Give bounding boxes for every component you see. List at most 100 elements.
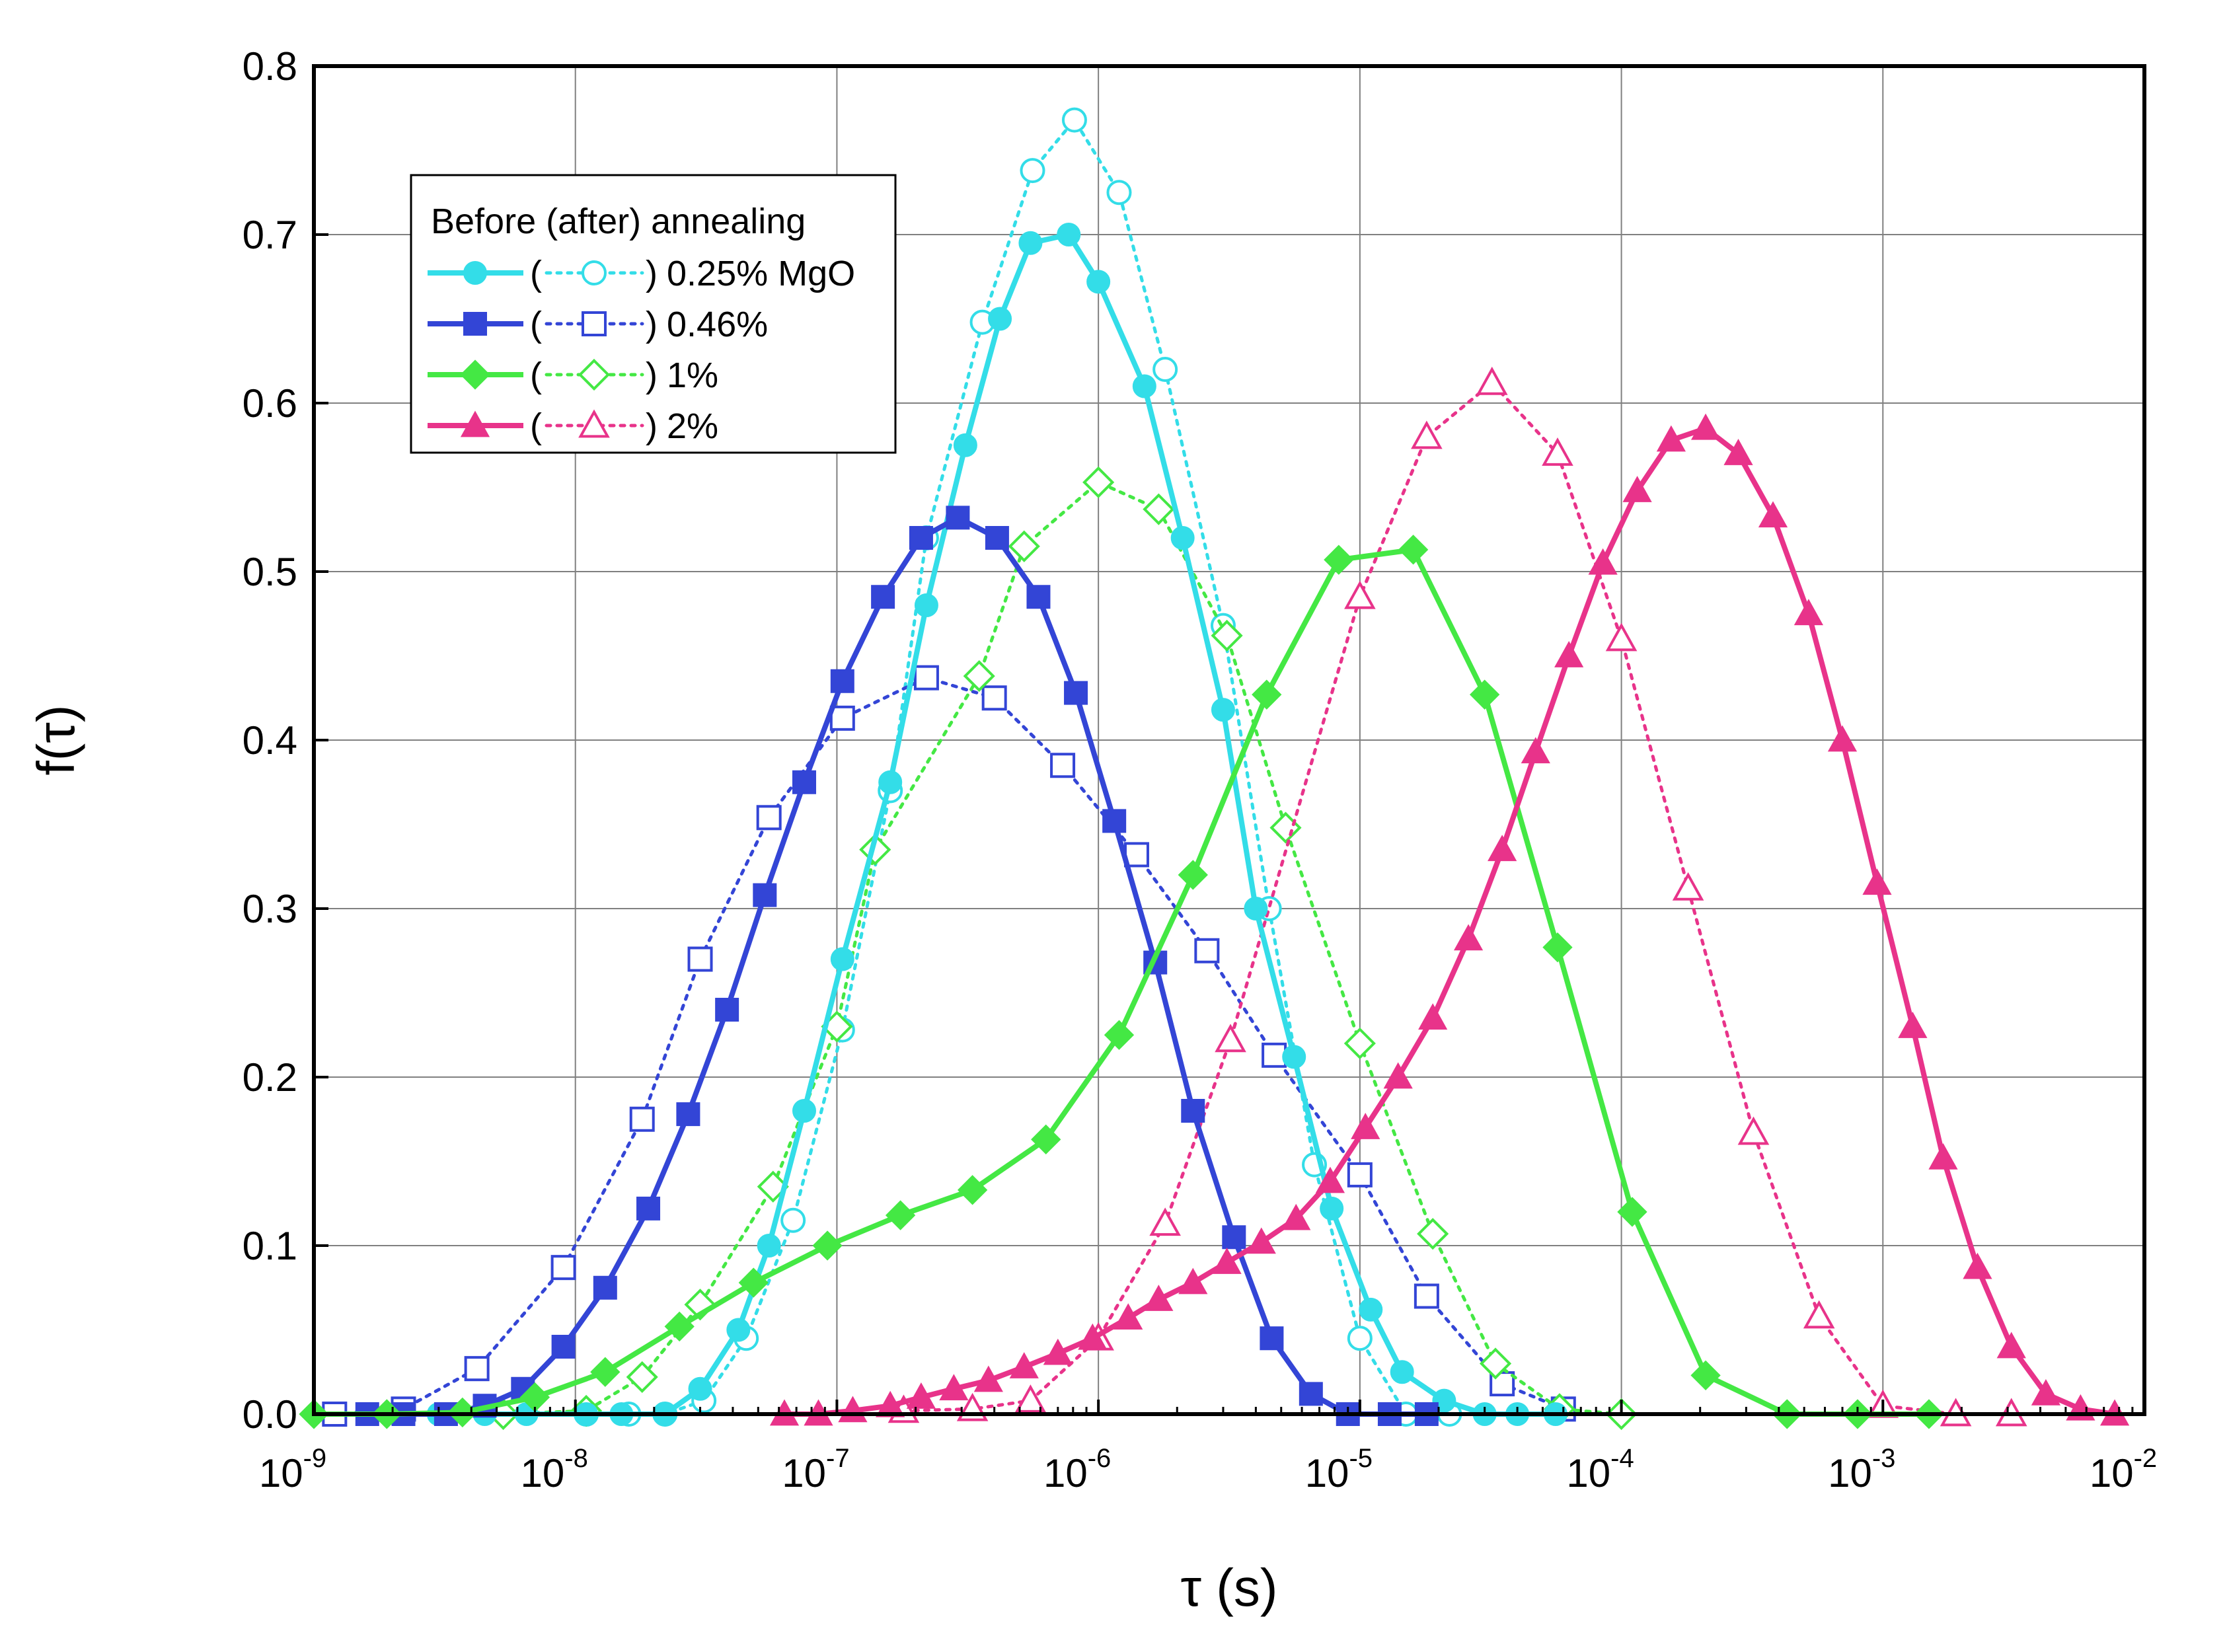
y-tick-label: 0.6 <box>243 381 297 426</box>
legend-paren-open: ( <box>530 406 542 446</box>
legend-marker-before <box>463 312 487 336</box>
data-point <box>753 883 777 907</box>
x-tick-exponent: -7 <box>826 1444 850 1473</box>
series-4 <box>299 535 1944 1429</box>
legend-title: Before (after) annealing <box>431 202 806 241</box>
y-tick-label: 0.3 <box>243 887 297 931</box>
data-point <box>1212 1248 1242 1274</box>
data-point <box>1418 1003 1448 1030</box>
x-tick-base: 10 <box>259 1451 303 1495</box>
x-tick-label: 10-5 <box>1305 1444 1373 1495</box>
data-point <box>1008 530 1040 562</box>
data-point <box>1617 1197 1647 1227</box>
y-axis-title: f(τ) <box>26 704 85 775</box>
y-tick-label: 0.5 <box>243 550 297 594</box>
legend-marker-before <box>460 359 490 390</box>
data-point <box>946 506 970 530</box>
legend-paren-close: ) <box>646 254 658 293</box>
data-point <box>1106 180 1132 206</box>
legend-label: 0.46% <box>667 305 768 344</box>
legend-paren-close: ) <box>646 305 658 344</box>
legend-paren-close: ) <box>646 356 658 395</box>
data-point <box>1244 897 1268 920</box>
legend-label: 0.25% MgO <box>667 254 855 293</box>
data-point <box>1411 420 1443 449</box>
y-tick-label: 0.7 <box>243 213 297 257</box>
x-axis-title: τ (s) <box>1180 1558 1277 1617</box>
data-point <box>756 805 782 831</box>
series-line <box>782 425 2118 1417</box>
x-tick-exponent: -8 <box>564 1444 588 1473</box>
data-point <box>1963 1252 1992 1279</box>
data-point <box>1588 548 1618 575</box>
x-tick-exponent: -2 <box>2134 1444 2158 1473</box>
data-point <box>830 669 854 693</box>
data-point <box>1383 1062 1413 1089</box>
data-point <box>1152 357 1178 382</box>
data-point <box>1320 1196 1344 1220</box>
data-point <box>1521 737 1550 764</box>
data-point <box>757 1234 781 1258</box>
data-point <box>1324 544 1354 575</box>
data-point <box>1057 223 1081 246</box>
data-point <box>1398 535 1429 565</box>
data-point <box>2031 1378 2061 1406</box>
legend-marker-after <box>582 260 607 285</box>
data-point <box>878 770 903 794</box>
data-point <box>1672 872 1704 901</box>
axis-ticks <box>313 65 2146 1415</box>
data-point <box>688 1376 712 1401</box>
data-point <box>1359 1297 1383 1322</box>
x-tick-label: 10-6 <box>1043 1444 1111 1495</box>
legend-paren-open: ( <box>530 305 542 344</box>
legend-marker-before <box>460 410 490 437</box>
data-point <box>1453 924 1484 951</box>
data-point <box>871 585 895 609</box>
x-tick-label: 10-7 <box>782 1444 849 1495</box>
data-point <box>1347 1326 1373 1351</box>
data-point <box>1262 1042 1287 1068</box>
x-tick-label: 10-4 <box>1566 1444 1634 1495</box>
data-point <box>1050 753 1076 778</box>
x-tick-labels: 10-9 10-8 10-7 10-6 10-5 10-4 10-3 10-2 <box>259 1444 2157 1495</box>
data-point <box>1351 1113 1380 1139</box>
data-point <box>1281 1203 1311 1230</box>
data-point <box>1723 439 1753 465</box>
legend-entry: () 2% <box>428 406 718 446</box>
legend-label: 1% <box>667 356 718 395</box>
data-point <box>1061 107 1087 133</box>
legend-entries: () 0.25% MgO() 0.46%() 1%() 2% <box>428 254 855 446</box>
data-point <box>1622 476 1652 502</box>
data-point <box>1542 932 1573 963</box>
data-point <box>1211 619 1243 652</box>
data-point <box>939 1374 969 1401</box>
x-tick-label: 10-3 <box>1828 1444 1895 1495</box>
data-point <box>1009 1352 1039 1378</box>
data-point <box>1862 868 1892 895</box>
data-point <box>1143 493 1175 525</box>
x-tick-base: 10 <box>782 1451 826 1495</box>
data-point <box>792 770 816 794</box>
data-point <box>829 705 855 731</box>
data-point <box>1793 599 1824 626</box>
y-tick-labels: 0.0 0.1 0.2 0.3 0.4 0.5 0.6 0.7 0.8 <box>243 44 297 1437</box>
data-point <box>1020 158 1045 184</box>
data-point <box>1064 681 1088 705</box>
data-point <box>1347 1162 1373 1187</box>
data-point <box>780 1207 806 1233</box>
x-tick-label: 10-8 <box>521 1444 588 1495</box>
data-point <box>1469 679 1500 710</box>
data-point <box>1476 366 1508 395</box>
data-point <box>1144 1285 1174 1311</box>
data-point <box>1827 725 1858 752</box>
data-point <box>1414 1283 1439 1309</box>
data-point <box>1344 580 1376 609</box>
series-line <box>584 117 1451 1416</box>
legend-box <box>410 174 897 454</box>
x-tick-label: 10-2 <box>2090 1444 2157 1495</box>
series-line <box>901 380 2014 1416</box>
data-point <box>1315 1166 1345 1193</box>
data-point <box>593 1275 617 1300</box>
x-tick-base: 10 <box>2090 1451 2134 1495</box>
data-point <box>676 1102 700 1127</box>
